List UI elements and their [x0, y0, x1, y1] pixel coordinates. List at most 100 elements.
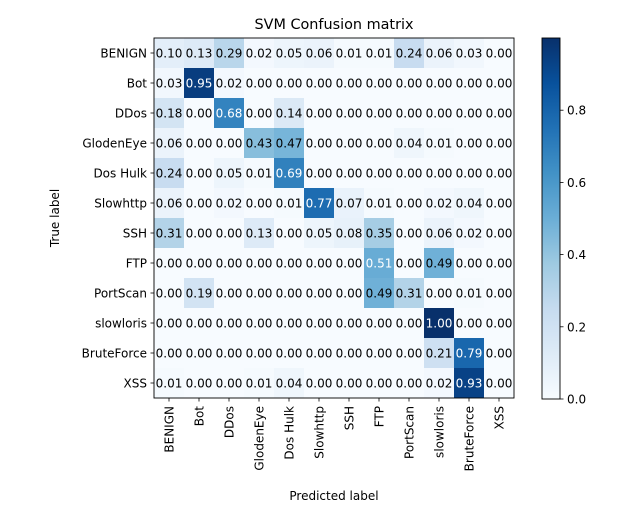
cell-value-label: 0.69	[276, 167, 303, 181]
heatmap-cell	[244, 248, 274, 278]
x-tick-label: Bot	[193, 406, 207, 427]
cell-value-label: 0.00	[336, 77, 363, 91]
heatmap-cell	[394, 218, 424, 248]
heatmap-cell	[484, 38, 514, 68]
heatmap-cell	[424, 248, 454, 278]
cell-value-label: 0.00	[306, 167, 333, 181]
heatmap-cell	[244, 68, 274, 98]
y-tick-label: Bot	[127, 77, 148, 91]
heatmap-cell	[394, 68, 424, 98]
heatmap-cell	[334, 308, 364, 338]
cell-value-label: 0.03	[156, 77, 183, 91]
heatmap-cell	[304, 158, 334, 188]
heatmap-cell	[454, 368, 484, 398]
cell-value-label: 0.00	[396, 227, 423, 241]
heatmap-cell	[394, 188, 424, 218]
heatmap-cell	[364, 128, 394, 158]
heatmap-cell	[394, 308, 424, 338]
cell-value-label: 0.00	[276, 347, 303, 361]
cell-value-label: 0.00	[456, 137, 483, 151]
heatmap-cell	[154, 308, 184, 338]
cell-value-label: 0.00	[216, 347, 243, 361]
colorbar-tick-label: 0.8	[567, 104, 586, 118]
cell-value-label: 0.07	[336, 197, 363, 211]
heatmap-cell	[394, 38, 424, 68]
cell-value-label: 0.00	[276, 317, 303, 331]
heatmap-cell	[304, 128, 334, 158]
cell-value-label: 0.00	[426, 77, 453, 91]
heatmap-cell	[454, 308, 484, 338]
cell-value-label: 0.14	[276, 107, 303, 121]
heatmap-cell	[304, 338, 334, 368]
x-tick-label: GlodenEye	[253, 406, 267, 471]
heatmap-cell	[304, 188, 334, 218]
heatmap-cell	[424, 338, 454, 368]
heatmap-cell	[424, 68, 454, 98]
heatmap-cell	[274, 68, 304, 98]
heatmap-cell	[454, 68, 484, 98]
y-tick-label: XSS	[124, 377, 147, 391]
y-tick-label: FTP	[126, 257, 147, 271]
heatmap-cell	[154, 368, 184, 398]
cell-value-label: 0.13	[186, 47, 213, 61]
cell-value-label: 0.00	[216, 227, 243, 241]
cell-value-label: 0.00	[306, 137, 333, 151]
heatmap-cell	[304, 308, 334, 338]
heatmap-cell	[184, 158, 214, 188]
heatmap-cell	[454, 188, 484, 218]
heatmap-cell	[484, 188, 514, 218]
cell-value-label: 0.95	[186, 77, 213, 91]
cell-value-label: 0.00	[186, 137, 213, 151]
cell-value-label: 0.01	[426, 137, 453, 151]
cell-value-label: 0.19	[186, 287, 213, 301]
cell-value-label: 0.00	[366, 137, 393, 151]
heatmap-cell	[484, 68, 514, 98]
cell-value-label: 0.00	[306, 77, 333, 91]
cell-value-label: 0.00	[156, 317, 183, 331]
heatmap-cell	[454, 278, 484, 308]
cell-value-label: 0.00	[396, 197, 423, 211]
cell-value-label: 0.01	[366, 47, 393, 61]
cell-value-label: 0.00	[246, 197, 273, 211]
heatmap-cell	[394, 248, 424, 278]
colorbar-tick-label: 0.0	[567, 393, 586, 407]
heatmap-cells	[154, 38, 514, 398]
cell-value-label: 0.00	[216, 287, 243, 301]
cell-value-label: 0.00	[336, 257, 363, 271]
heatmap-cell	[214, 128, 244, 158]
cell-value-label: 0.00	[186, 257, 213, 271]
cell-value-label: 0.06	[426, 47, 453, 61]
heatmap-cell	[244, 368, 274, 398]
heatmap-cell	[424, 158, 454, 188]
cell-value-label: 0.00	[336, 377, 363, 391]
cell-value-label: 0.00	[186, 227, 213, 241]
cell-value-label: 0.03	[456, 47, 483, 61]
cell-value-label: 0.79	[456, 347, 483, 361]
cell-value-label: 0.01	[276, 197, 303, 211]
cell-value-label: 0.93	[456, 377, 483, 391]
cell-value-label: 0.00	[486, 347, 513, 361]
heatmap-cell	[184, 218, 214, 248]
heatmap-cell	[154, 68, 184, 98]
cell-value-label: 0.01	[246, 377, 273, 391]
cell-value-label: 0.00	[246, 107, 273, 121]
heatmap-cell	[214, 248, 244, 278]
heatmap-cell	[484, 158, 514, 188]
cell-value-label: 0.08	[336, 227, 363, 241]
cell-value-label: 0.00	[336, 347, 363, 361]
heatmap-cell	[244, 188, 274, 218]
x-axis-ticks: BENIGN Bot DDos GlodenEye Dos Hulk Slowhttp SS…	[163, 398, 507, 471]
cell-value-label: 0.00	[486, 287, 513, 301]
cell-value-label: 0.00	[246, 347, 273, 361]
cell-value-label: 0.04	[396, 137, 423, 151]
heatmap-cell	[304, 368, 334, 398]
x-tick-label: PortScan	[403, 406, 417, 459]
heatmap-cell	[184, 278, 214, 308]
cell-value-label: 0.06	[156, 137, 183, 151]
cell-value-label: 0.01	[366, 197, 393, 211]
heatmap-cell	[424, 128, 454, 158]
cell-value-label: 0.00	[396, 317, 423, 331]
cell-value-label: 0.00	[366, 167, 393, 181]
heatmap-cell	[274, 158, 304, 188]
cell-value-label: 0.04	[276, 377, 303, 391]
